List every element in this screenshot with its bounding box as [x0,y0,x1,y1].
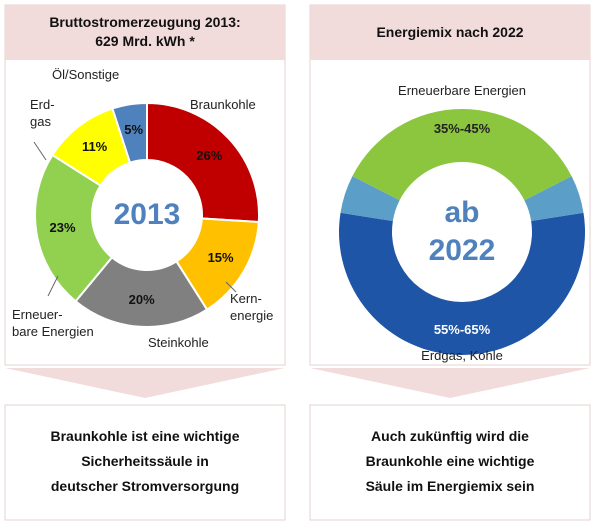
category-label: Braunkohle [190,97,256,112]
value-label: 5% [124,122,143,137]
leader [225,281,237,293]
range-uncertain [340,176,400,222]
footer-box [4,404,286,521]
slice [111,101,148,164]
value-label: 35%-45% [434,121,491,136]
footer-text: Auch zukünftig wird die Braunkohle eine … [365,428,535,494]
range-uncertain [524,176,584,222]
category-label: Erneuerbare Energien [398,83,526,98]
leader [47,275,59,297]
arrow [5,368,285,398]
range-segment [339,212,585,355]
range-segment [352,109,572,201]
category-label: Erdgas, Kohle [421,348,503,363]
slice [34,153,114,303]
arrow [310,368,590,398]
category-label: Steinkohle [148,335,209,350]
panel-title: Energiemix nach 2022 [376,23,524,40]
center-label: 2013 [113,198,181,231]
category-label: Öl/Sonstige [52,67,120,82]
value-label: 55%-65% [434,322,491,337]
value-label: 11% [82,139,108,154]
footer-box [309,404,591,521]
category-label: Erd- gas [30,97,55,129]
value-label: 20% [129,292,155,307]
center-hole [94,162,200,268]
leader [33,141,47,161]
panel-header [310,5,590,60]
panel-header [5,5,285,60]
value-label: 15% [208,250,234,265]
footer-text: Braunkohle ist eine wichtige Sicherheits… [50,428,240,494]
center-hole [394,164,530,300]
slice [146,101,260,224]
panel-title: Bruttostromerzeugung 2013: 629 Mrd. kWh … [49,14,241,49]
category-label: Erneuer- bare Energien [12,307,94,339]
value-label: 26% [196,148,222,163]
center-label: ab 2022 [428,196,496,267]
value-label: 23% [50,220,76,235]
category-label: Kern- energie [230,291,274,323]
